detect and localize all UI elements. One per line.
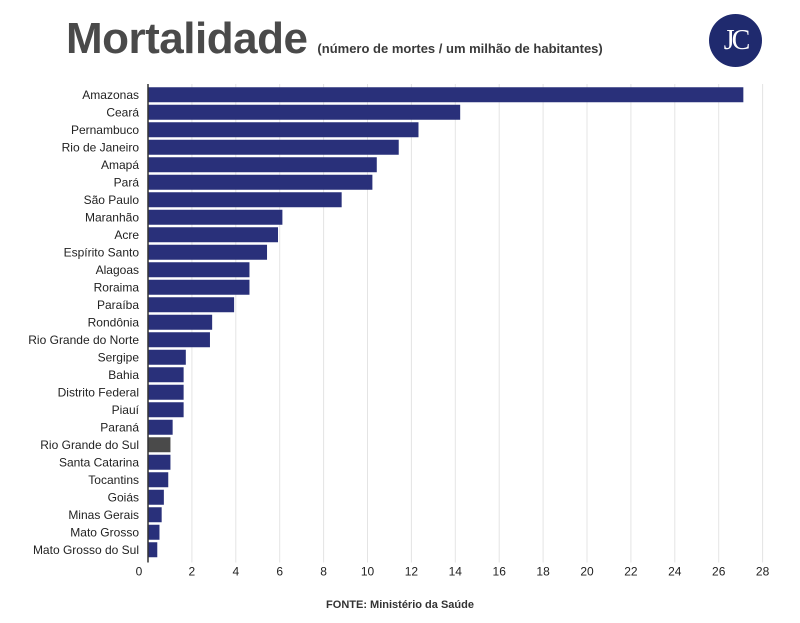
x-tick-label: 6 [276, 565, 283, 579]
x-tick-label: 20 [580, 565, 594, 579]
category-label: Paraná [100, 420, 139, 434]
chart-title: Mortalidade [66, 14, 308, 63]
category-label: Maranhão [85, 210, 139, 224]
category-label: Pará [114, 175, 140, 189]
bar [148, 489, 164, 505]
x-tick-label: 0 [136, 565, 143, 579]
category-label: Alagoas [96, 263, 139, 277]
bar [148, 297, 235, 313]
bar [148, 157, 377, 173]
bar [148, 332, 210, 348]
bar [148, 227, 279, 243]
bar [148, 139, 399, 155]
logo-text: JC [723, 24, 751, 56]
bar [148, 279, 250, 295]
category-label: Acre [114, 228, 139, 242]
bar [148, 367, 184, 383]
chart-subtitle: (número de mortes / um milhão de habitan… [317, 41, 603, 56]
bar [148, 507, 162, 523]
bar [148, 437, 171, 453]
bar [148, 244, 268, 260]
x-tick-label: 2 [189, 565, 196, 579]
bar [148, 542, 158, 558]
bar [148, 524, 160, 540]
category-label: Pernambuco [71, 123, 139, 137]
category-label: Rio Grande do Norte [28, 333, 139, 347]
category-label: Piauí [112, 403, 140, 417]
category-label: Amazonas [82, 88, 139, 102]
x-tick-label: 28 [756, 565, 770, 579]
category-label: Minas Gerais [68, 508, 139, 522]
category-label: Amapá [101, 158, 139, 172]
bar [148, 419, 173, 435]
category-label: Mato Grosso [70, 525, 139, 539]
x-tick-label: 26 [712, 565, 726, 579]
category-label: Ceará [106, 105, 139, 119]
bar [148, 472, 169, 488]
jc-logo: JC [709, 14, 762, 67]
category-label: São Paulo [84, 193, 140, 207]
bar [148, 314, 213, 330]
source-note: FONTE: Ministério da Saúde [326, 599, 474, 611]
category-label: Sergipe [98, 350, 140, 364]
category-label: Rio de Janeiro [62, 140, 140, 154]
bar [148, 104, 461, 120]
category-label: Mato Grosso do Sul [33, 543, 139, 557]
bar [148, 262, 250, 278]
category-label: Roraima [94, 280, 140, 294]
bar [148, 122, 419, 138]
category-label: Rio Grande do Sul [40, 438, 139, 452]
bar [148, 402, 184, 418]
x-tick-label: 22 [624, 565, 638, 579]
x-tick-label: 16 [493, 565, 507, 579]
x-tick-label: 24 [668, 565, 682, 579]
category-label: Rondônia [88, 315, 140, 329]
title-block: Mortalidade (número de mortes / um milhã… [66, 14, 603, 64]
bar [148, 384, 184, 400]
bar [148, 87, 744, 103]
category-label: Tocantins [88, 473, 139, 487]
category-label: Goiás [108, 490, 139, 504]
category-label: Distrito Federal [58, 385, 139, 399]
bar [148, 209, 283, 225]
bar [148, 174, 373, 190]
x-tick-label: 18 [536, 565, 550, 579]
category-label: Santa Catarina [59, 455, 139, 469]
x-tick-label: 12 [405, 565, 419, 579]
x-tick-label: 10 [361, 565, 375, 579]
x-tick-label: 8 [320, 565, 327, 579]
category-label: Espírito Santo [64, 245, 140, 259]
category-label: Paraíba [97, 298, 139, 312]
category-label: Bahia [108, 368, 139, 382]
x-tick-label: 4 [232, 565, 239, 579]
bar [148, 192, 342, 208]
bar [148, 454, 171, 470]
bar [148, 349, 186, 365]
x-tick-label: 14 [449, 565, 463, 579]
